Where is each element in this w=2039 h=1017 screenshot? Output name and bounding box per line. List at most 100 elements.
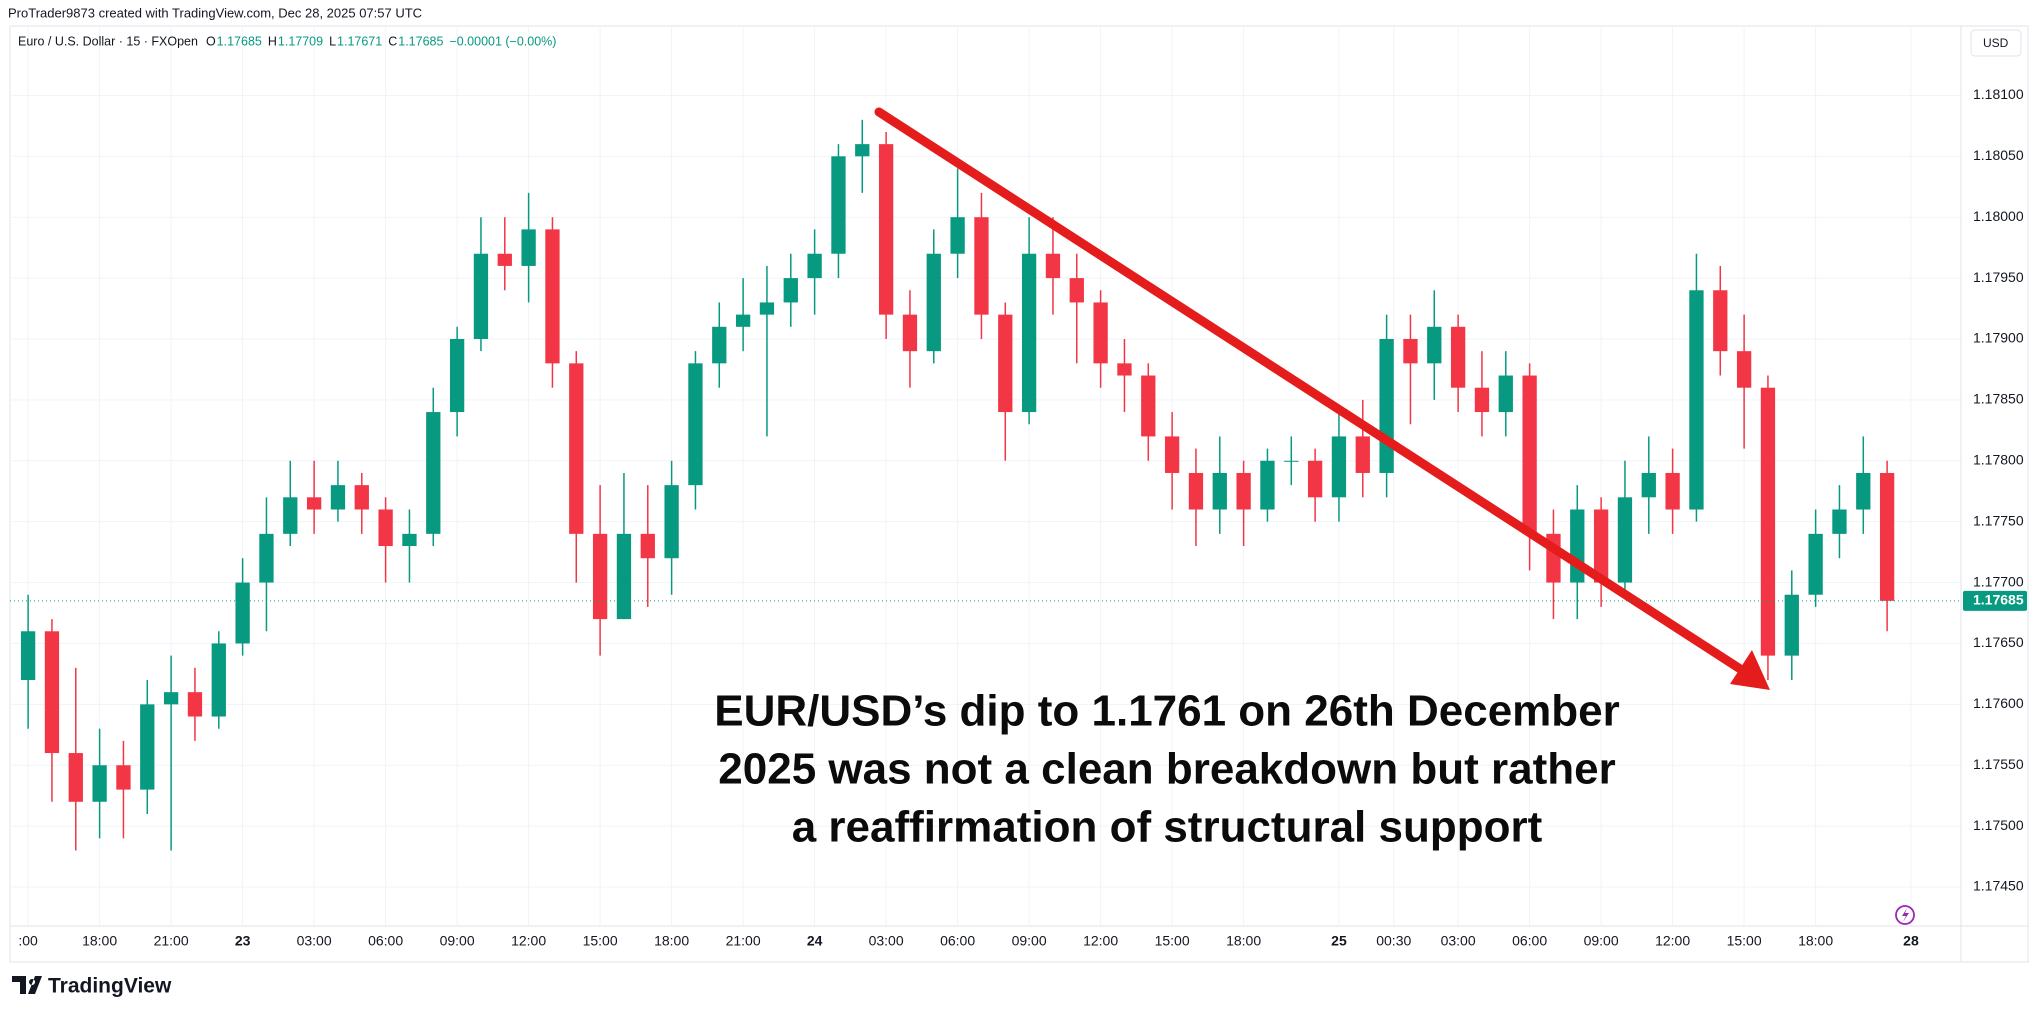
candle-body — [1879, 472, 1895, 601]
legend-key: O — [206, 34, 216, 48]
y-tick-label: 1.17700 — [1973, 573, 2024, 589]
candle-body — [92, 765, 107, 802]
candle-body — [1713, 290, 1728, 352]
annotation-line: a reaffirmation of structural support — [792, 803, 1543, 852]
y-tick-label: 1.18000 — [1973, 208, 2024, 224]
legend-value: 1.17709 — [278, 34, 323, 48]
candle-body — [712, 326, 727, 364]
legend-value: 1.17685 — [217, 34, 262, 48]
legend-key: H — [268, 34, 277, 48]
candle-body — [783, 278, 798, 303]
candle-body — [235, 582, 250, 644]
x-tick-label: 03:00 — [869, 933, 904, 949]
credit: ProTrader9873 created with TradingView.c… — [8, 5, 422, 20]
candle-body — [116, 765, 131, 790]
candle-body — [1093, 302, 1108, 364]
y-tick-label: 1.17900 — [1973, 330, 2024, 346]
x-tick-label: 12:00 — [1083, 933, 1118, 949]
candle-body — [1331, 436, 1347, 498]
candle-body — [807, 253, 822, 279]
candle-body — [1069, 278, 1084, 303]
y-tick-label: 1.17500 — [1973, 817, 2024, 833]
x-tick-label: 18:00 — [1798, 933, 1833, 949]
x-tick-label: 06:00 — [1512, 933, 1547, 949]
x-tick-label: 24 — [807, 933, 823, 949]
x-tick-label: 09:00 — [1012, 933, 1047, 949]
alert-icon[interactable] — [1895, 905, 1915, 925]
candle-body — [1736, 351, 1752, 388]
candle-body — [1260, 460, 1275, 510]
frame — [9, 25, 2029, 963]
candle-body — [283, 497, 298, 534]
x-tick-label: 03:00 — [297, 933, 332, 949]
candle-body — [1355, 436, 1370, 473]
candle-body — [402, 533, 417, 547]
arrow-head — [1730, 650, 1770, 690]
y-tick-label: 1.17650 — [1973, 634, 2024, 650]
brand: TradingView — [48, 975, 172, 998]
y-tick-label: 1.17550 — [1973, 756, 2024, 772]
candle-body — [664, 485, 679, 559]
candle-body — [187, 692, 203, 717]
candle-body — [1784, 594, 1799, 656]
y-tick-label: 1.17850 — [1973, 391, 2024, 407]
candle-body — [950, 217, 965, 254]
y-tick-label: 1.18100 — [1973, 86, 2024, 102]
candle-body — [688, 363, 703, 486]
candle-body — [1188, 472, 1204, 510]
alert-bolt — [1902, 908, 1909, 922]
candle-body — [68, 753, 83, 802]
legend-key: C — [388, 34, 397, 48]
candle-body — [1617, 497, 1633, 583]
candle-body — [1021, 253, 1037, 413]
candle-body — [1427, 326, 1442, 364]
currency-label[interactable]: USD — [1983, 36, 2009, 50]
candle-body — [1808, 533, 1823, 595]
candle-body — [378, 509, 393, 547]
candle-body — [1689, 290, 1704, 510]
trend-arrow — [874, 107, 1753, 679]
candle-body — [497, 253, 512, 266]
candle-body — [259, 533, 274, 583]
annotation-line: EUR/USD’s dip to 1.1761 on 26th December — [714, 687, 1620, 736]
x-tick-label: :00 — [18, 933, 38, 949]
x-tick-label: 25 — [1331, 933, 1347, 949]
candle-body — [569, 363, 584, 534]
x-tick-label: 21:00 — [154, 933, 189, 949]
candle-body — [1856, 472, 1871, 510]
candle-body — [735, 314, 751, 327]
candle-body — [926, 253, 941, 352]
y-tick-label: 1.17450 — [1973, 878, 2024, 894]
candle-body — [1403, 338, 1418, 364]
candle-body — [1450, 326, 1466, 388]
y-tick-label: 1.17750 — [1973, 512, 2024, 528]
candle-body — [449, 338, 465, 413]
candle-body — [640, 533, 655, 559]
x-tick-label: 28 — [1903, 933, 1919, 949]
x-tick-label: 06:00 — [940, 933, 975, 949]
candle-body — [902, 314, 918, 352]
candle-body — [1212, 472, 1227, 510]
last-price-box — [1963, 590, 2027, 611]
legend-key: L — [329, 34, 336, 48]
currency-button[interactable] — [1970, 29, 2022, 57]
candle-body — [1284, 460, 1299, 462]
x-tick-label: 21:00 — [726, 933, 761, 949]
legend-value: 1.17671 — [337, 34, 382, 48]
x-tick-label: 03:00 — [1441, 933, 1476, 949]
candle-body — [855, 144, 870, 157]
candle-body — [1045, 253, 1061, 279]
y-tick-label: 1.17600 — [1973, 695, 2024, 711]
candle-body — [1665, 472, 1680, 510]
x-tick-label: 09:00 — [440, 933, 475, 949]
x-tick-label: 06:00 — [368, 933, 403, 949]
y-tick-label: 1.18050 — [1973, 147, 2024, 163]
candles — [20, 119, 1895, 851]
candle-body — [592, 533, 608, 620]
x-tick-label: 15:00 — [1727, 933, 1762, 949]
candle-body — [1117, 363, 1132, 376]
candle-body — [759, 302, 775, 315]
legend-name: Euro / U.S. Dollar · 15 · FXOpen — [18, 34, 198, 48]
x-tick-label: 12:00 — [511, 933, 546, 949]
